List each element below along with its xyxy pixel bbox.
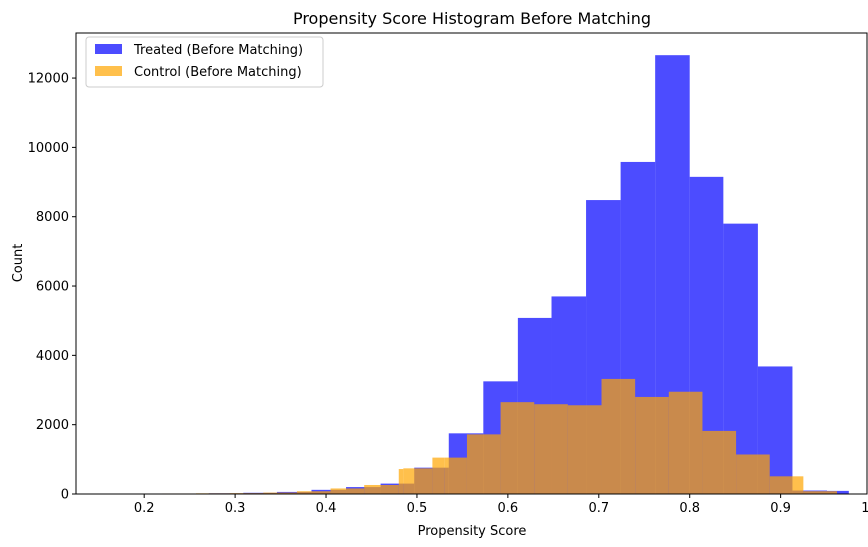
y-tick-label: 6000 [36, 280, 69, 295]
legend: Treated (Before Matching) Control (Before… [85, 36, 324, 88]
plot-frame [75, 32, 868, 495]
histogram-bar [736, 454, 770, 494]
x-tick-label: 0.2 [134, 501, 155, 516]
x-tick-label: 0.9 [770, 501, 791, 516]
y-tick-label: 10000 [28, 141, 69, 156]
histogram-bar [263, 492, 297, 494]
legend-box [85, 36, 324, 88]
series-control [162, 378, 837, 494]
histogram-bar [296, 491, 331, 494]
histogram-bar [330, 488, 365, 494]
histogram-bar [702, 430, 737, 494]
histogram-bar [444, 457, 467, 494]
histogram-bar [500, 402, 535, 494]
histogram-bar [803, 491, 837, 494]
legend-swatch [95, 66, 122, 76]
histogram-bar [567, 405, 602, 494]
histogram-bar [534, 404, 568, 494]
histogram-bar [432, 457, 445, 494]
y-tick-label: 4000 [36, 349, 69, 364]
x-axis-label: Propensity Score [418, 524, 527, 539]
histogram-bar [466, 434, 501, 494]
chart-title: Propensity Score Histogram Before Matchi… [293, 9, 651, 28]
y-tick-label: 8000 [36, 210, 69, 225]
y-tick-label: 12000 [28, 72, 69, 87]
y-tick-label: 2000 [36, 418, 69, 433]
histogram-bar [668, 391, 703, 494]
y-axis-label: Count [11, 244, 26, 283]
histogram-bar [635, 396, 669, 494]
histogram-bar [601, 378, 636, 494]
histogram-bar [403, 468, 433, 494]
histogram-bar [769, 476, 804, 494]
y-tick-label: 0 [61, 488, 69, 503]
histogram-bar [364, 484, 399, 494]
legend-swatch [95, 44, 122, 54]
x-tick-label: 0.7 [588, 501, 609, 516]
legend-label: Control (Before Matching) [134, 65, 302, 80]
x-tick-label: 0.8 [679, 501, 700, 516]
x-tick-label: 1.0 [861, 501, 868, 516]
plot-area [105, 55, 849, 495]
x-tick-label: 0.4 [316, 501, 337, 516]
x-tick-label: 0.6 [498, 501, 519, 516]
histogram-bar [398, 469, 404, 494]
x-tick-label: 0.3 [225, 501, 246, 516]
histogram-bar [827, 490, 849, 494]
legend-label: Treated (Before Matching) [133, 43, 303, 58]
x-tick-label: 0.5 [407, 501, 428, 516]
